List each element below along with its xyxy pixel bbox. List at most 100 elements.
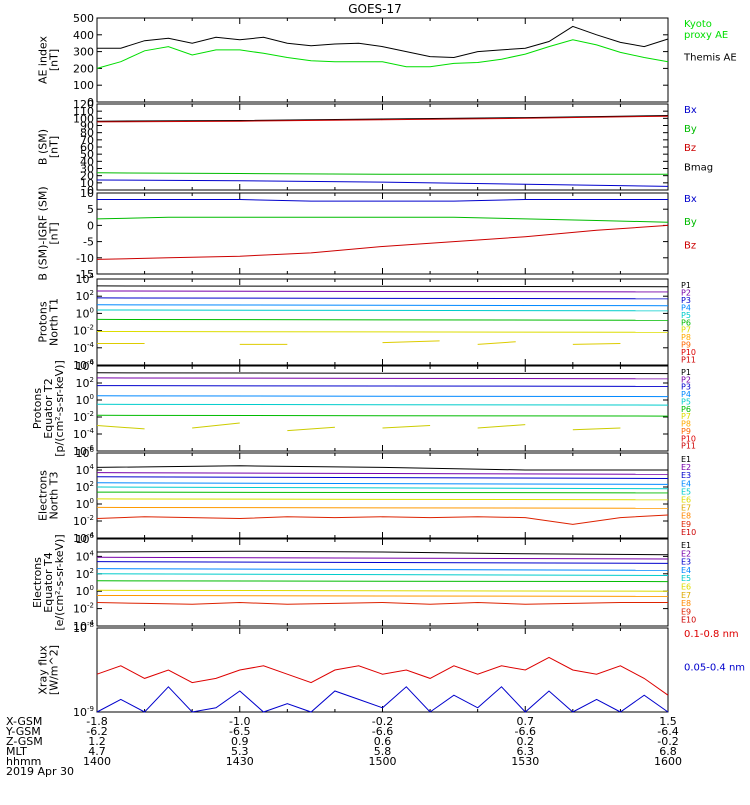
- y-tick-label: 30: [80, 163, 94, 176]
- series-Bz: [96, 115, 669, 123]
- legend-item: E6: [681, 583, 691, 592]
- y-tick-label: 102: [76, 480, 94, 494]
- axis-row-value: -6.2: [86, 725, 107, 738]
- axis-row-name: Z-GSM: [6, 735, 43, 748]
- y-tick-label: 10-4: [73, 427, 95, 441]
- series-By: [96, 216, 669, 223]
- series-E1: [96, 550, 669, 556]
- legend-item: Kyoto: [684, 19, 712, 30]
- axis-row-value: -0.2: [372, 715, 393, 728]
- legend-item: 0.05-0.4 nm: [684, 663, 745, 674]
- legend-item: P3: [681, 296, 691, 305]
- legend-item: P11: [681, 356, 696, 365]
- y-tick-label: 100: [76, 497, 94, 511]
- legend-item: E10: [681, 528, 696, 537]
- axis-row-value: -6.4: [657, 725, 678, 738]
- axis-row-value: 1.2: [88, 735, 106, 748]
- series-E6: [96, 580, 669, 583]
- axis-row-name: MLT: [6, 745, 27, 758]
- panel-frame: [96, 627, 669, 713]
- panel-frame: [96, 192, 669, 275]
- axis-row-value: 5.8: [374, 745, 392, 758]
- series-E1: [96, 465, 668, 471]
- y-axis-label: North T3: [48, 472, 61, 520]
- legend-item: P3: [681, 383, 691, 392]
- y-tick-label: 100: [76, 584, 94, 598]
- legend-item: P9: [681, 427, 691, 436]
- series-P8: [477, 341, 516, 345]
- legend-item: E9: [681, 520, 691, 529]
- y-tick-label: 104: [76, 272, 95, 286]
- axis-row-value: -1.0: [229, 715, 250, 728]
- legend-item: E8: [681, 512, 691, 521]
- axis-row-value: 0.6: [374, 735, 392, 748]
- y-axis-label: AE index: [37, 35, 50, 84]
- series-E5: [96, 486, 669, 490]
- legend-item: E6: [681, 496, 691, 505]
- y-axis-label: [e/(cm²-s-sr-keV)]: [53, 534, 66, 630]
- series-P5: [96, 403, 669, 406]
- y-tick-label: 500: [73, 12, 94, 25]
- series-P5: [96, 309, 669, 312]
- axis-row-value: 1500: [369, 755, 397, 768]
- legend-item: P6: [681, 318, 691, 327]
- axis-row-value: -6.6: [515, 725, 536, 738]
- series-E9: [96, 601, 668, 605]
- panel-frame: [96, 17, 669, 103]
- y-tick-label: 90: [80, 120, 94, 133]
- y-tick-label: 100: [73, 79, 94, 92]
- legend-item: P1: [681, 281, 691, 290]
- legend-item: By: [684, 217, 697, 228]
- legend-item: P9: [681, 341, 691, 350]
- legend-item: P5: [681, 397, 691, 406]
- axis-row-value: -0.2: [657, 735, 678, 748]
- series-P7: [382, 425, 431, 429]
- y-axis-label: Equator T2: [42, 378, 55, 438]
- y-axis-label: B (SM): [37, 129, 50, 165]
- legend-item: P8: [681, 420, 691, 429]
- y-tick-label: 5: [87, 203, 94, 216]
- series-P6: [96, 414, 669, 417]
- series-P7: [96, 331, 669, 333]
- axis-row-value: 1.5: [659, 715, 677, 728]
- y-axis-label: [nT]: [48, 49, 61, 71]
- legend-item: P4: [681, 303, 691, 312]
- legend-item: P2: [681, 288, 691, 297]
- axis-row-value: 0.7: [517, 715, 535, 728]
- y-tick-label: 110: [73, 105, 94, 118]
- legend-item: P1: [681, 368, 691, 377]
- legend-item: Themis AE: [683, 53, 737, 64]
- series-E7: [96, 589, 669, 592]
- y-tick-label: 100: [76, 393, 94, 407]
- legend-item: By: [684, 124, 697, 135]
- axis-row-value: 0.9: [231, 735, 249, 748]
- y-axis-label: [nT]: [48, 222, 61, 244]
- axis-row-value: 1430: [226, 755, 254, 768]
- y-axis-label: Electrons: [37, 470, 50, 521]
- legend-item: P10: [681, 348, 696, 357]
- y-tick-label: 10: [80, 177, 94, 190]
- axis-row-value: -1.8: [86, 715, 107, 728]
- y-tick-label: -15: [76, 268, 94, 281]
- series-P6: [96, 318, 669, 321]
- axis-row-value: 6.3: [517, 745, 535, 758]
- legend-item: E5: [681, 487, 691, 496]
- y-tick-label: 0: [87, 184, 94, 197]
- series-E9: [96, 514, 669, 525]
- panel-frame: [96, 452, 669, 539]
- series-P2: [96, 377, 669, 380]
- y-tick-label: 106: [76, 446, 95, 460]
- series-E3: [96, 561, 669, 564]
- y-tick-label: 50: [80, 148, 94, 161]
- y-tick-label: 40: [80, 155, 94, 168]
- series-Themis-AE: [97, 25, 669, 59]
- series-P3: [96, 297, 669, 300]
- axis-row-value: 0.2: [517, 735, 535, 748]
- series-P2: [96, 290, 669, 293]
- series-E2: [96, 472, 669, 475]
- legend-item: P7: [681, 326, 691, 335]
- series-Kyoto-proxy-AE: [96, 39, 669, 69]
